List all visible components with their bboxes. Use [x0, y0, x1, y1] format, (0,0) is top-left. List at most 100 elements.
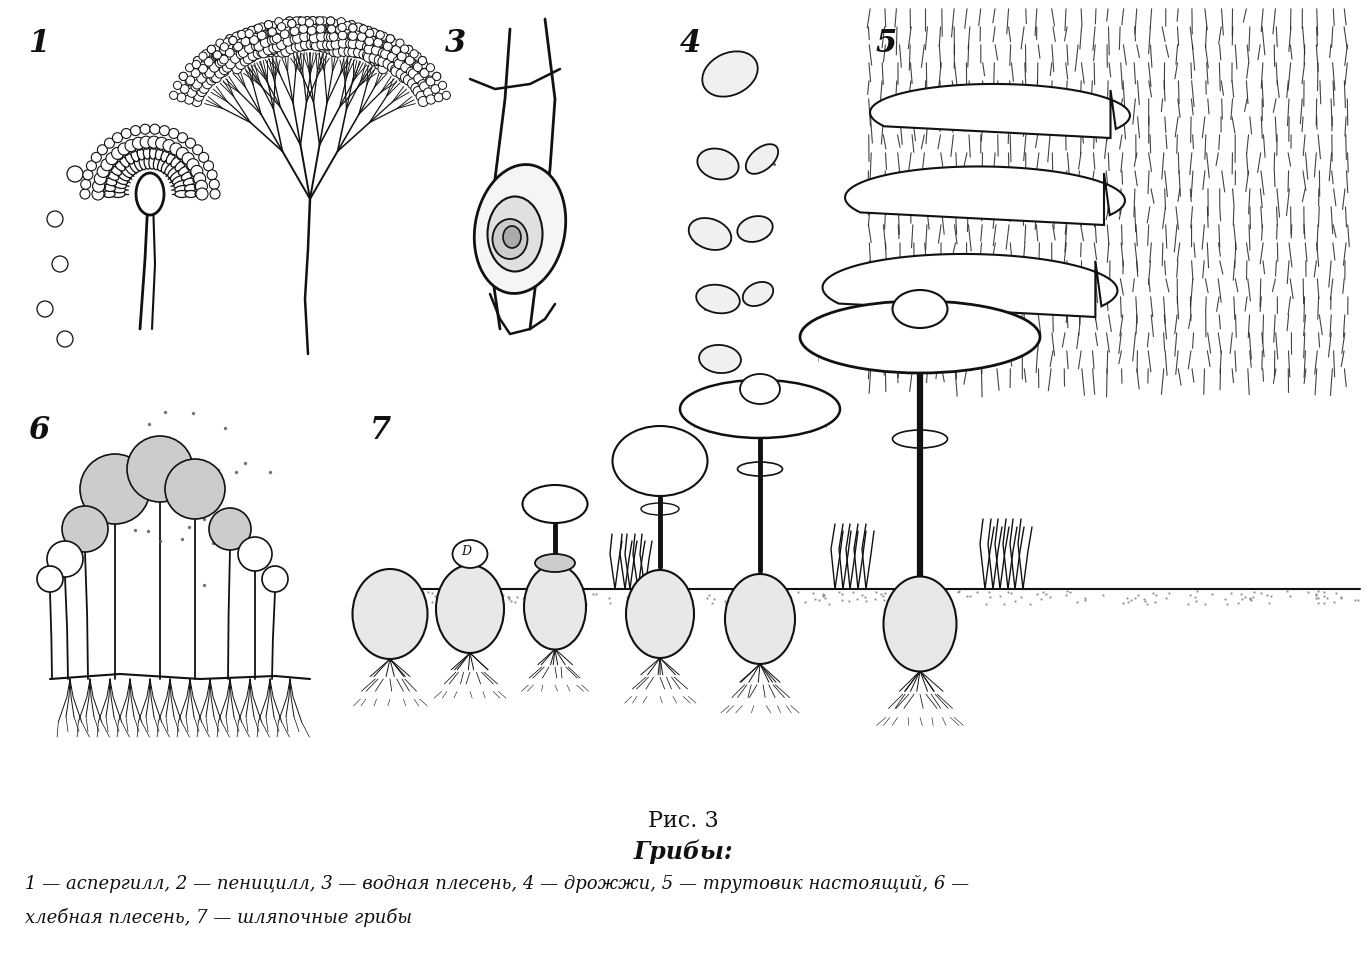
Ellipse shape	[383, 37, 391, 46]
Ellipse shape	[92, 189, 104, 201]
Ellipse shape	[436, 565, 504, 654]
Ellipse shape	[209, 509, 252, 551]
Ellipse shape	[346, 29, 354, 38]
Ellipse shape	[247, 28, 256, 35]
Text: 5: 5	[875, 28, 897, 59]
Ellipse shape	[228, 37, 236, 46]
Ellipse shape	[293, 35, 302, 45]
Ellipse shape	[228, 43, 236, 51]
Ellipse shape	[249, 43, 257, 52]
Ellipse shape	[349, 25, 357, 33]
Ellipse shape	[370, 57, 380, 67]
Ellipse shape	[273, 32, 282, 41]
Ellipse shape	[413, 63, 421, 71]
Ellipse shape	[94, 173, 107, 186]
Ellipse shape	[324, 34, 334, 44]
Ellipse shape	[167, 153, 175, 165]
Ellipse shape	[295, 26, 303, 34]
Ellipse shape	[309, 25, 319, 34]
Ellipse shape	[200, 84, 209, 94]
Ellipse shape	[262, 47, 272, 56]
Ellipse shape	[354, 32, 362, 41]
Ellipse shape	[385, 50, 395, 58]
Ellipse shape	[303, 27, 313, 36]
Ellipse shape	[135, 173, 164, 215]
Ellipse shape	[103, 192, 115, 198]
Ellipse shape	[626, 571, 694, 659]
Ellipse shape	[372, 49, 381, 58]
Ellipse shape	[191, 83, 201, 92]
Ellipse shape	[303, 17, 312, 26]
Ellipse shape	[427, 78, 435, 87]
Ellipse shape	[377, 51, 387, 60]
Ellipse shape	[232, 50, 242, 59]
Ellipse shape	[174, 181, 187, 190]
Ellipse shape	[185, 95, 194, 105]
Ellipse shape	[104, 163, 113, 171]
Text: 2: 2	[245, 28, 267, 59]
Ellipse shape	[405, 47, 413, 54]
Polygon shape	[869, 85, 1131, 139]
Ellipse shape	[112, 133, 123, 144]
Ellipse shape	[242, 30, 250, 37]
Ellipse shape	[414, 74, 424, 84]
Ellipse shape	[223, 53, 232, 63]
Ellipse shape	[314, 18, 323, 26]
Ellipse shape	[351, 49, 361, 59]
Ellipse shape	[262, 40, 272, 50]
Ellipse shape	[164, 144, 172, 153]
Ellipse shape	[394, 57, 403, 67]
Ellipse shape	[335, 26, 344, 35]
Ellipse shape	[316, 26, 325, 34]
Ellipse shape	[246, 46, 256, 55]
Ellipse shape	[410, 51, 418, 59]
Ellipse shape	[353, 49, 364, 58]
Ellipse shape	[308, 33, 316, 42]
Ellipse shape	[194, 184, 205, 191]
Ellipse shape	[246, 53, 257, 63]
Ellipse shape	[294, 33, 303, 42]
Ellipse shape	[232, 44, 242, 52]
Ellipse shape	[413, 53, 421, 61]
Ellipse shape	[347, 22, 355, 30]
Text: 3: 3	[446, 28, 466, 59]
Ellipse shape	[148, 137, 160, 149]
Ellipse shape	[257, 49, 267, 58]
Ellipse shape	[200, 53, 208, 61]
Ellipse shape	[391, 68, 401, 77]
Ellipse shape	[268, 38, 278, 48]
Ellipse shape	[327, 28, 336, 36]
Ellipse shape	[150, 125, 160, 135]
Ellipse shape	[156, 149, 163, 161]
Ellipse shape	[401, 46, 409, 54]
Ellipse shape	[383, 60, 392, 70]
Ellipse shape	[524, 565, 586, 650]
Ellipse shape	[379, 50, 388, 59]
Ellipse shape	[168, 168, 179, 178]
Ellipse shape	[208, 47, 216, 54]
Ellipse shape	[365, 38, 373, 47]
Ellipse shape	[406, 70, 416, 79]
Ellipse shape	[235, 56, 246, 66]
Ellipse shape	[101, 159, 113, 172]
Ellipse shape	[365, 44, 375, 53]
Ellipse shape	[288, 28, 298, 37]
Ellipse shape	[365, 30, 373, 38]
Text: Рис. 3: Рис. 3	[648, 809, 719, 831]
Ellipse shape	[86, 162, 97, 172]
Ellipse shape	[268, 23, 276, 30]
Ellipse shape	[179, 168, 189, 176]
Ellipse shape	[180, 86, 189, 94]
Ellipse shape	[350, 39, 360, 49]
Ellipse shape	[111, 168, 122, 176]
Ellipse shape	[364, 53, 373, 63]
Ellipse shape	[372, 56, 383, 67]
Ellipse shape	[420, 61, 428, 70]
Ellipse shape	[309, 17, 317, 26]
Ellipse shape	[193, 146, 202, 155]
Ellipse shape	[226, 50, 234, 58]
Ellipse shape	[211, 190, 220, 200]
Ellipse shape	[176, 148, 189, 160]
Ellipse shape	[262, 48, 272, 58]
Ellipse shape	[361, 34, 369, 43]
